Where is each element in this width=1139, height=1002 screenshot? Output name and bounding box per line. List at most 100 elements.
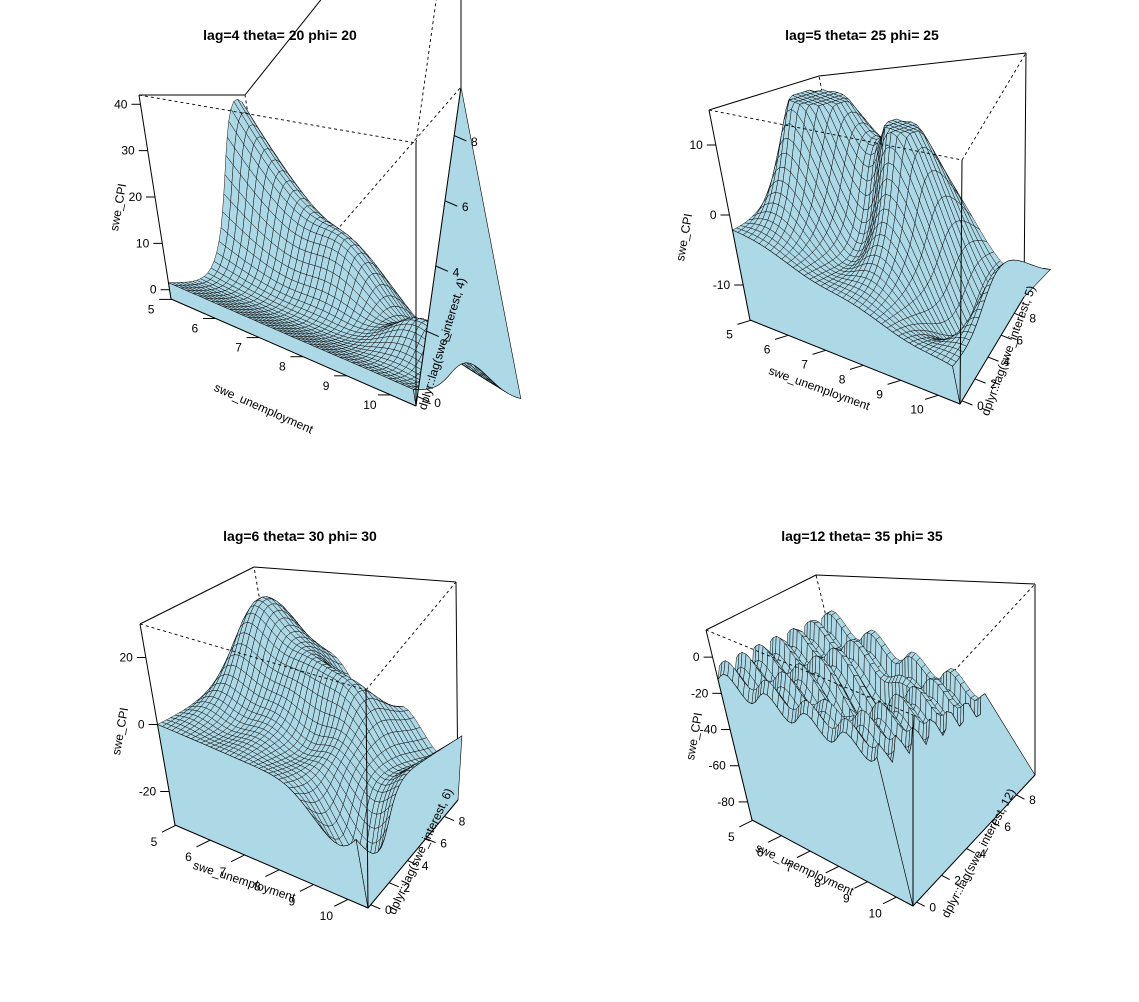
x-tick	[812, 349, 826, 355]
y-tick-label: 4	[453, 265, 460, 279]
box-edge	[749, 319, 961, 405]
surface-front-skirt	[168, 282, 417, 407]
box-edge	[244, 0, 322, 96]
x-tick	[739, 819, 753, 828]
box-edge	[818, 52, 1027, 77]
box-edge	[170, 298, 417, 407]
x-axis-label: swe_unemployment	[212, 380, 316, 436]
y-tick	[961, 400, 973, 406]
box-edge	[708, 109, 963, 161]
x-tick	[196, 839, 211, 848]
y-tick-label: 4	[1003, 355, 1010, 369]
plot-title: lag=12 theta= 35 phi= 35	[781, 528, 943, 544]
box-edge	[959, 296, 1025, 405]
z-tick-label: 40	[114, 97, 128, 111]
z-tick-label: -10	[713, 278, 731, 292]
box-edge	[959, 159, 963, 405]
surface-facet	[849, 639, 855, 661]
x-tick-label: 10	[868, 907, 882, 921]
x-tick-label: 5	[726, 327, 733, 341]
z-tick-label: 10	[136, 236, 150, 250]
x-tick-label: 5	[728, 830, 735, 844]
x-tick-label: 6	[764, 342, 771, 356]
surface-facet	[928, 678, 934, 699]
z-tick-label: 0	[150, 283, 157, 297]
x-tick	[774, 334, 789, 340]
y-tick	[1016, 794, 1025, 800]
y-tick	[974, 378, 986, 384]
y-tick-label: 8	[471, 135, 478, 149]
y-tick	[444, 815, 455, 822]
x-tick	[767, 835, 782, 843]
z-tick-label: 0	[710, 208, 717, 222]
x-tick-label: 7	[801, 357, 808, 371]
x-tick	[924, 394, 939, 400]
x-tick	[299, 884, 314, 892]
z-axis-label: swe_CPI	[673, 212, 695, 262]
x-tick	[849, 364, 864, 370]
z-tick-label: -20	[139, 785, 157, 799]
y-tick	[1014, 312, 1025, 318]
surface-side-skirt	[413, 86, 522, 407]
z-tick-label: 30	[121, 144, 135, 158]
x-tick-label: 8	[279, 360, 286, 374]
box-edge	[708, 75, 820, 111]
y-tick-label: 0	[929, 900, 936, 914]
y-tick	[453, 135, 467, 142]
y-tick-label: 6	[440, 837, 447, 851]
y-tick-label: 6	[1004, 820, 1011, 834]
z-axis-label: swe_CPI	[109, 706, 131, 756]
y-tick	[987, 356, 999, 362]
y-tick-label: 2	[990, 377, 997, 391]
box-edge	[139, 566, 255, 625]
surface-facet	[904, 655, 909, 679]
box-edge	[253, 566, 457, 583]
z-tick-label: -80	[717, 795, 735, 809]
x-tick-label: 5	[148, 302, 155, 316]
x-tick-label: 10	[363, 398, 377, 412]
x-axis-label: swe_unemployment	[767, 363, 873, 413]
box-edge	[138, 94, 417, 144]
surface-facet	[792, 628, 798, 649]
y-tick	[370, 904, 381, 910]
z-tick-label: 20	[129, 190, 143, 204]
y-tick	[941, 874, 950, 881]
x-tick	[882, 896, 897, 905]
surface-side-skirt	[952, 259, 1052, 405]
surface-mesh	[731, 89, 1052, 405]
y-tick-label: 8	[1029, 793, 1036, 807]
y-tick	[916, 901, 925, 907]
surface-facet	[809, 620, 815, 641]
z-tick-label: 20	[119, 651, 133, 665]
y-tick	[1000, 334, 1012, 340]
y-tick-label: 8	[1029, 311, 1036, 325]
x-tick-label: 10	[910, 402, 924, 416]
surface-plot-lag4: lag=4 theta= 20 phi= 20 5 6 7 8 9 10 0 2 4 6 8 0 10 20…	[107, 0, 522, 437]
x-tick	[854, 881, 868, 889]
box-edge	[415, 86, 462, 407]
surface-front-skirt	[731, 229, 961, 405]
x-tick-label: 5	[151, 835, 158, 849]
x-tick	[230, 854, 245, 863]
x-tick-label: 9	[876, 387, 883, 401]
surface-facet	[911, 686, 917, 706]
y-tick	[444, 200, 458, 207]
y-tick-label: 6	[462, 200, 469, 214]
x-tick-label: 6	[185, 850, 192, 864]
x-tick-label: 9	[323, 379, 330, 393]
box-edge	[705, 574, 817, 631]
z-tick-label: 0	[693, 650, 700, 664]
x-tick	[796, 850, 811, 859]
x-tick	[265, 869, 280, 878]
x-tick-label: 6	[192, 321, 199, 335]
x-tick	[334, 898, 349, 907]
box-edge	[1023, 52, 1027, 298]
y-tick	[435, 265, 449, 272]
y-tick-label: 0	[434, 396, 441, 410]
surface-facet	[826, 613, 832, 634]
y-tick	[417, 395, 430, 403]
